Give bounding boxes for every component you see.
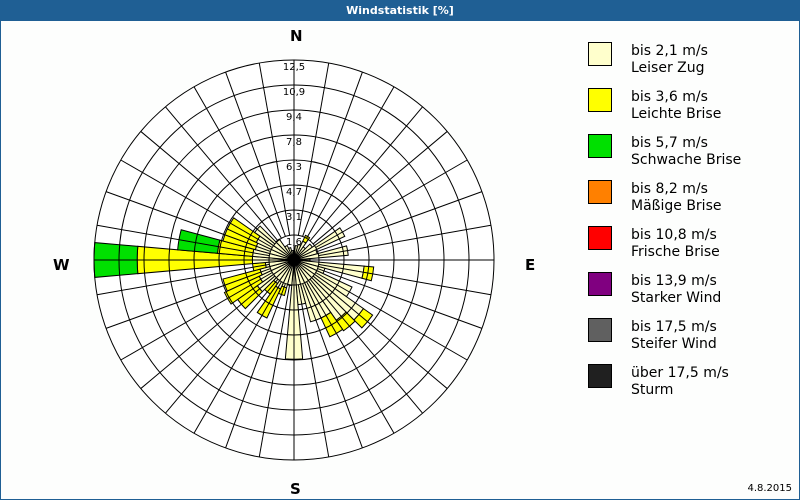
- legend-range: bis 5,7 m/s: [631, 135, 708, 151]
- legend-name: Frische Brise: [631, 244, 720, 260]
- legend-label: bis 13,9 m/s Starker Wind: [631, 273, 721, 307]
- legend-name: Leiser Zug: [631, 60, 705, 76]
- legend-label: bis 5,7 m/s Schwache Brise: [631, 135, 741, 169]
- legend-swatch: [588, 134, 612, 158]
- south-label: S: [290, 480, 301, 498]
- legend-name: Starker Wind: [631, 290, 722, 306]
- ring-label: 7,8: [286, 137, 302, 148]
- ring-label: 12,5: [283, 62, 305, 73]
- legend-range: bis 13,9 m/s: [631, 273, 717, 289]
- rose-sector: [226, 217, 261, 244]
- legend-label: bis 10,8 m/s Frische Brise: [631, 227, 720, 261]
- legend-name: Steifer Wind: [631, 336, 717, 352]
- ring-label: 6,3: [286, 162, 302, 173]
- ring-label: 10,9: [283, 87, 305, 98]
- legend-label: bis 17,5 m/s Steifer Wind: [631, 319, 717, 353]
- legend-name: Mäßige Brise: [631, 198, 722, 214]
- legend-label: bis 2,1 m/s Leiser Zug: [631, 43, 708, 77]
- ring-label: 9,4: [286, 112, 302, 123]
- ring-label: 1,6: [286, 237, 302, 248]
- legend-name: Leichte Brise: [631, 106, 722, 122]
- legend-range: bis 3,6 m/s: [631, 89, 708, 105]
- north-label: N: [290, 27, 303, 45]
- legend-range: über 17,5 m/s: [631, 365, 729, 381]
- ring-label: 4,7: [286, 187, 302, 198]
- legend-label: bis 3,6 m/s Leichte Brise: [631, 89, 721, 123]
- east-label: E: [525, 256, 536, 274]
- legend-name: Schwache Brise: [631, 152, 742, 168]
- legend-swatch: [588, 318, 612, 342]
- legend-label: bis 8,2 m/s Mäßige Brise: [631, 181, 721, 215]
- date-label: 4.8.2015: [747, 483, 792, 494]
- rose-sector: [284, 244, 295, 261]
- chart-title: Windstatistik [%]: [0, 0, 800, 21]
- legend-label: über 17,5 m/s Sturm: [631, 365, 729, 399]
- legend-swatch: [588, 364, 612, 388]
- legend-swatch: [588, 88, 612, 112]
- legend-name: Sturm: [631, 382, 674, 398]
- rose-sector: [302, 234, 311, 244]
- west-label: W: [53, 256, 70, 274]
- legend-range: bis 2,1 m/s: [631, 43, 708, 59]
- legend-range: bis 8,2 m/s: [631, 181, 708, 197]
- legend-swatch: [588, 226, 612, 250]
- rose-sector: [222, 268, 263, 292]
- rose-sector: [177, 229, 221, 254]
- legend-swatch: [588, 272, 612, 296]
- legend-range: bis 17,5 m/s: [631, 319, 717, 335]
- legend-range: bis 10,8 m/s: [631, 227, 717, 243]
- legend-swatch: [588, 42, 612, 66]
- legend-swatch: [588, 180, 612, 204]
- ring-label: 3,1: [286, 212, 302, 223]
